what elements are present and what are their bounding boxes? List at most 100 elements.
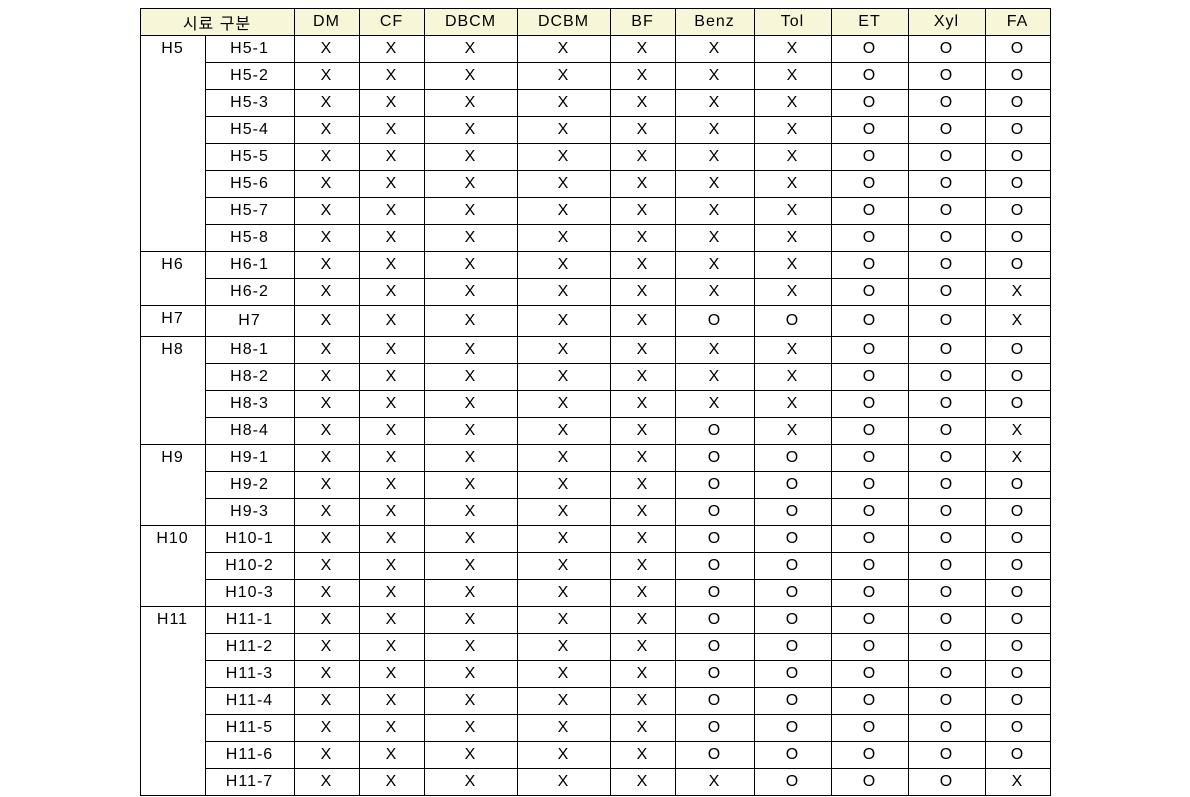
data-cell: X bbox=[675, 63, 754, 90]
data-cell: O bbox=[985, 742, 1050, 769]
data-cell: O bbox=[908, 225, 985, 252]
data-cell: X bbox=[754, 225, 831, 252]
data-cell: O bbox=[754, 769, 831, 796]
data-cell: X bbox=[675, 279, 754, 306]
data-cell: O bbox=[908, 337, 985, 364]
table-row: H11H11-1XXXXXOOOOO bbox=[140, 607, 1050, 634]
data-cell: X bbox=[517, 63, 610, 90]
data-cell: X bbox=[359, 526, 424, 553]
data-cell: O bbox=[908, 526, 985, 553]
data-cell: X bbox=[610, 688, 675, 715]
data-cell: X bbox=[294, 769, 359, 796]
table-row: H6-2XXXXXXXOOX bbox=[140, 279, 1050, 306]
data-cell: X bbox=[359, 364, 424, 391]
sub-label: H5-6 bbox=[205, 171, 294, 198]
data-cell: X bbox=[675, 171, 754, 198]
data-cell: X bbox=[610, 661, 675, 688]
data-cell: O bbox=[908, 306, 985, 337]
data-cell: X bbox=[359, 36, 424, 63]
data-cell: X bbox=[985, 418, 1050, 445]
data-cell: X bbox=[359, 607, 424, 634]
data-cell: X bbox=[424, 225, 517, 252]
data-cell: O bbox=[831, 117, 908, 144]
group-label: H8 bbox=[140, 337, 205, 445]
data-cell: X bbox=[517, 36, 610, 63]
data-cell: O bbox=[908, 279, 985, 306]
table-header: 시료 구분 DMCFDBCMDCBMBFBenzTolETXylFA bbox=[140, 9, 1050, 36]
data-cell: X bbox=[294, 661, 359, 688]
data-cell: X bbox=[294, 337, 359, 364]
sub-label: H9-3 bbox=[205, 499, 294, 526]
data-cell: X bbox=[359, 769, 424, 796]
data-cell: X bbox=[675, 769, 754, 796]
data-cell: O bbox=[985, 391, 1050, 418]
data-cell: X bbox=[294, 90, 359, 117]
data-cell: X bbox=[424, 144, 517, 171]
sub-label: H5-8 bbox=[205, 225, 294, 252]
data-cell: X bbox=[610, 418, 675, 445]
data-cell: X bbox=[610, 526, 675, 553]
header-col-et: ET bbox=[831, 9, 908, 36]
data-cell: O bbox=[908, 418, 985, 445]
data-cell: X bbox=[517, 225, 610, 252]
data-cell: X bbox=[517, 171, 610, 198]
data-cell: O bbox=[831, 472, 908, 499]
data-cell: X bbox=[424, 252, 517, 279]
data-cell: O bbox=[908, 171, 985, 198]
sub-label: H11-5 bbox=[205, 715, 294, 742]
table-row: H8-4XXXXXOXOOX bbox=[140, 418, 1050, 445]
sub-label: H9-1 bbox=[205, 445, 294, 472]
data-cell: X bbox=[294, 418, 359, 445]
data-cell: X bbox=[294, 117, 359, 144]
data-cell: X bbox=[675, 225, 754, 252]
data-cell: X bbox=[359, 90, 424, 117]
data-cell: X bbox=[985, 306, 1050, 337]
data-cell: X bbox=[424, 63, 517, 90]
data-cell: X bbox=[517, 306, 610, 337]
sub-label: H9-2 bbox=[205, 472, 294, 499]
data-cell: X bbox=[610, 580, 675, 607]
data-cell: O bbox=[754, 607, 831, 634]
data-cell: O bbox=[831, 715, 908, 742]
table-row: H5-8XXXXXXXOOO bbox=[140, 225, 1050, 252]
data-cell: X bbox=[294, 391, 359, 418]
data-cell: X bbox=[675, 90, 754, 117]
data-cell: X bbox=[424, 715, 517, 742]
data-cell: X bbox=[424, 36, 517, 63]
data-cell: X bbox=[517, 688, 610, 715]
data-cell: X bbox=[424, 688, 517, 715]
data-cell: O bbox=[831, 580, 908, 607]
data-cell: O bbox=[985, 364, 1050, 391]
data-cell: X bbox=[359, 391, 424, 418]
data-cell: O bbox=[675, 661, 754, 688]
data-cell: O bbox=[908, 252, 985, 279]
data-cell: X bbox=[610, 742, 675, 769]
data-cell: X bbox=[675, 252, 754, 279]
group-label: H11 bbox=[140, 607, 205, 796]
data-cell: X bbox=[610, 171, 675, 198]
data-cell: O bbox=[908, 715, 985, 742]
header-sample-label: 시료 구분 bbox=[140, 9, 294, 36]
data-cell: O bbox=[908, 553, 985, 580]
table-row: H5H5-1XXXXXXXOOO bbox=[140, 36, 1050, 63]
table-row: H5-2XXXXXXXOOO bbox=[140, 63, 1050, 90]
data-cell: O bbox=[831, 337, 908, 364]
table-body: H5H5-1XXXXXXXOOOH5-2XXXXXXXOOOH5-3XXXXXX… bbox=[140, 36, 1050, 796]
table-row: H11-6XXXXXOOOOO bbox=[140, 742, 1050, 769]
data-cell: X bbox=[517, 472, 610, 499]
data-cell: X bbox=[517, 364, 610, 391]
data-cell: O bbox=[675, 472, 754, 499]
table-row: H5-7XXXXXXXOOO bbox=[140, 198, 1050, 225]
sub-label: H11-3 bbox=[205, 661, 294, 688]
sub-label: H11-4 bbox=[205, 688, 294, 715]
sub-label: H5-5 bbox=[205, 144, 294, 171]
data-cell: O bbox=[985, 553, 1050, 580]
data-cell: X bbox=[294, 472, 359, 499]
data-cell: O bbox=[831, 391, 908, 418]
data-cell: O bbox=[908, 472, 985, 499]
data-cell: X bbox=[754, 337, 831, 364]
data-cell: O bbox=[831, 171, 908, 198]
data-cell: X bbox=[754, 90, 831, 117]
data-cell: O bbox=[985, 580, 1050, 607]
data-cell: X bbox=[517, 90, 610, 117]
